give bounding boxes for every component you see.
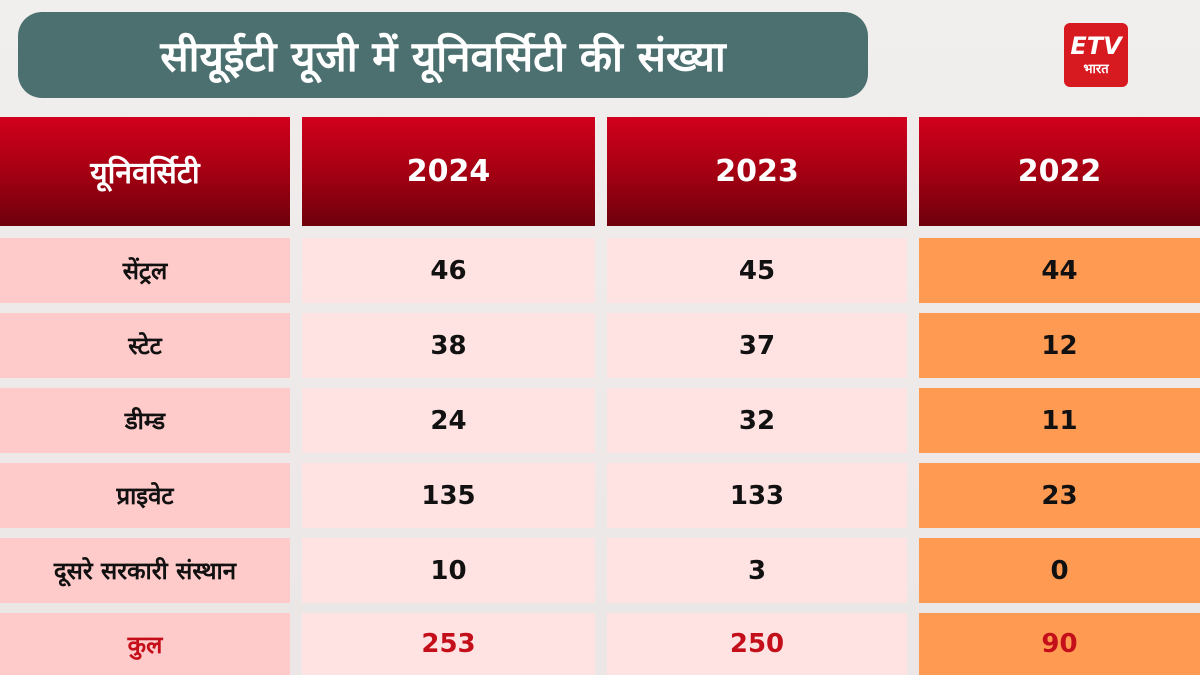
table-cell: 46 [302,238,595,303]
table-cell: 23 [919,463,1200,528]
table-cell: 10 [302,538,595,603]
table-cell: 135 [302,463,595,528]
column-header: 2024 [302,117,595,226]
column-header: यूनिवर्सिटी [0,117,290,226]
table-cell: 38 [302,313,595,378]
table-cell: 37 [607,313,907,378]
table-cell: 90 [919,613,1200,675]
row-label: दूसरे सरकारी संस्थान [0,538,290,603]
table-cell: 32 [607,388,907,453]
row-label: सेंट्रल [0,238,290,303]
logo-subtext: भारत [1083,62,1109,77]
row-label: स्टेट [0,313,290,378]
table-cell: 133 [607,463,907,528]
table-cell: 24 [302,388,595,453]
table-cell: 11 [919,388,1200,453]
etv-bharat-logo: ETV भारत [1064,23,1128,87]
page-title: सीयूईटी यूजी में यूनिवर्सिटी की संख्या [18,12,868,98]
row-label: डीम्ड [0,388,290,453]
row-label: प्राइवेट [0,463,290,528]
column-header: 2023 [607,117,907,226]
row-label: कुल [0,613,290,675]
table-cell: 0 [919,538,1200,603]
column-header: 2022 [919,117,1200,226]
table-cell: 253 [302,613,595,675]
table-cell: 3 [607,538,907,603]
table-cell: 44 [919,238,1200,303]
table-cell: 12 [919,313,1200,378]
table-cell: 250 [607,613,907,675]
table-cell: 45 [607,238,907,303]
